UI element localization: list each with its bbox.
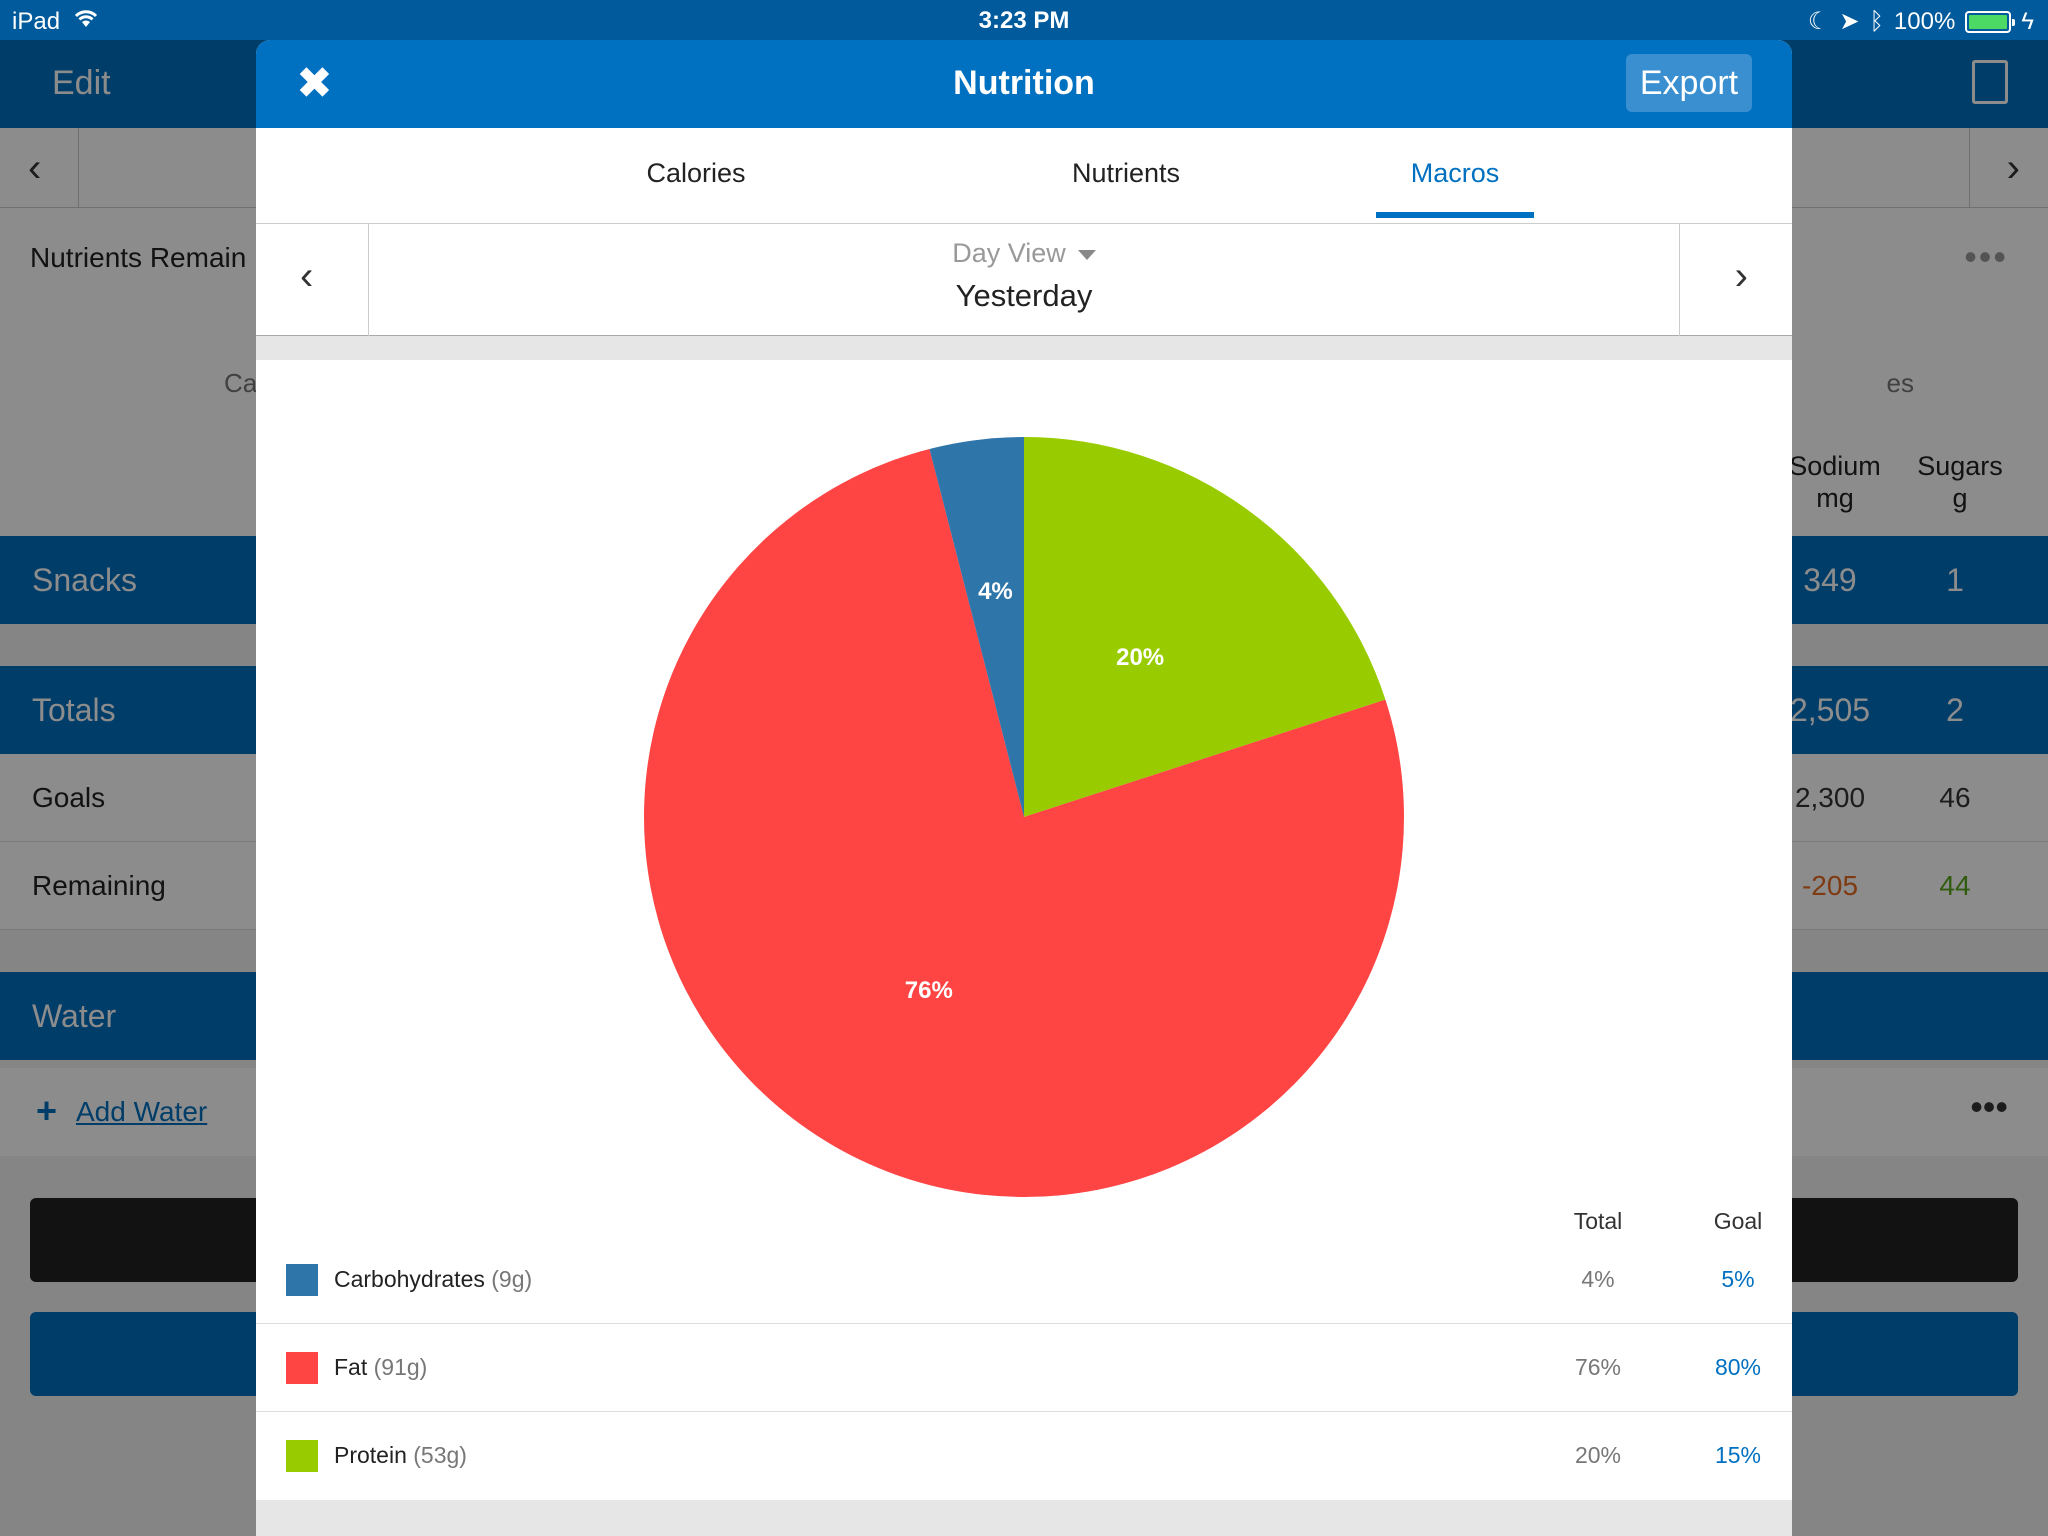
more-icon[interactable]: •••	[1964, 236, 2008, 277]
pie-label-protein: 20%	[1116, 644, 1164, 671]
legend-amount: (91g)	[373, 1354, 428, 1380]
tab-calories[interactable]: Calories	[646, 158, 746, 188]
charging-icon: ϟ	[2021, 7, 2034, 35]
legend-amount: (9g)	[491, 1266, 533, 1292]
column-label-ca: Ca	[224, 368, 258, 398]
modal-footer	[256, 1500, 1792, 1536]
pie-label-carbohydrates: 4%	[978, 578, 1013, 605]
column-header-sugars: Sugars g	[1917, 451, 2003, 513]
day-view-dropdown[interactable]: Day View	[256, 238, 1792, 269]
legend-row-fat: Fat (91g) 76% 80%	[256, 1324, 1792, 1412]
legend-swatch	[286, 1264, 318, 1296]
edit-button[interactable]: Edit	[52, 64, 111, 102]
nutrients-remaining-title: Nutrients Remain	[30, 242, 247, 273]
legend-header-total: Total	[1573, 1208, 1623, 1234]
chevron-left-icon[interactable]: ‹	[28, 146, 42, 190]
wifi-icon	[72, 7, 100, 36]
date-navigator: ‹ Day View Yesterday ›	[256, 224, 1792, 336]
pie-slice-carbohydrates[interactable]	[929, 437, 1024, 817]
active-tab-indicator	[1376, 212, 1534, 218]
legend-header-goal: Goal	[1713, 1208, 1763, 1234]
column-header-sodium: Sodium mg	[1789, 451, 1881, 513]
legend-name: Fat	[334, 1354, 368, 1380]
legend-amount: (53g)	[413, 1442, 467, 1468]
column-label-es: es	[1886, 368, 1914, 398]
legend-total: 4%	[1581, 1266, 1615, 1292]
legend-total: 20%	[1574, 1442, 1622, 1468]
chevron-right-icon[interactable]: ›	[2006, 146, 2020, 190]
clock: 3:23 PM	[978, 7, 1070, 34]
tab-bar: Calories Nutrients Macros	[256, 128, 1792, 224]
legend-swatch	[286, 1440, 318, 1472]
moon-icon: ☾	[1807, 8, 1830, 35]
macros-pie-chart: 20% 76% 4%	[644, 437, 1405, 1197]
battery-percent: 100%	[1893, 7, 1956, 35]
status-bar: iPad 3:23 PM ☾ ➤ ᛒ 100% ϟ	[0, 0, 2048, 40]
legend-goal: 80%	[1714, 1354, 1762, 1380]
plus-icon[interactable]: +	[36, 1090, 58, 1131]
device-name: iPad	[12, 7, 61, 35]
nutrition-modal: ✖ Nutrition Export Calories Nutrients Ma…	[256, 40, 1792, 1536]
export-button[interactable]: Export	[1626, 54, 1752, 112]
caret-down-icon	[1077, 249, 1096, 260]
legend-swatch	[286, 1352, 318, 1384]
legend-name: Protein	[334, 1442, 407, 1468]
chevron-left-icon[interactable]: ‹	[300, 254, 314, 298]
section-separator	[256, 336, 1792, 360]
tab-nutrients[interactable]: Nutrients	[1071, 158, 1181, 188]
location-icon: ➤	[1839, 8, 1860, 35]
legend-row-carbohydrates: Carbohydrates (9g) 4% 5%	[256, 1236, 1792, 1324]
selected-day: Yesterday	[955, 278, 1093, 313]
close-icon[interactable]: ✖	[296, 59, 333, 108]
legend-goal: 15%	[1714, 1442, 1762, 1468]
legend-goal: 5%	[1721, 1266, 1755, 1292]
more-icon[interactable]: •••	[1970, 1086, 2008, 1127]
pie-slice-protein[interactable]	[1024, 437, 1386, 817]
bluetooth-icon: ᛒ	[1869, 7, 1884, 35]
battery-icon	[1965, 10, 2016, 33]
bookmark-check-icon[interactable]	[1972, 60, 2008, 104]
chevron-right-icon[interactable]: ›	[1734, 254, 1748, 298]
pie-label-fat: 76%	[905, 977, 953, 1004]
modal-header: ✖ Nutrition Export	[256, 40, 1792, 128]
modal-title: Nutrition	[953, 64, 1095, 102]
tab-macros[interactable]: Macros	[1410, 158, 1500, 188]
legend-row-protein: Protein (53g) 20% 15%	[256, 1412, 1792, 1500]
legend-name: Carbohydrates	[334, 1266, 485, 1292]
pie-slice-fat[interactable]	[644, 448, 1405, 1197]
add-water-link[interactable]: Add Water	[76, 1096, 208, 1127]
legend-total: 76%	[1574, 1354, 1622, 1380]
